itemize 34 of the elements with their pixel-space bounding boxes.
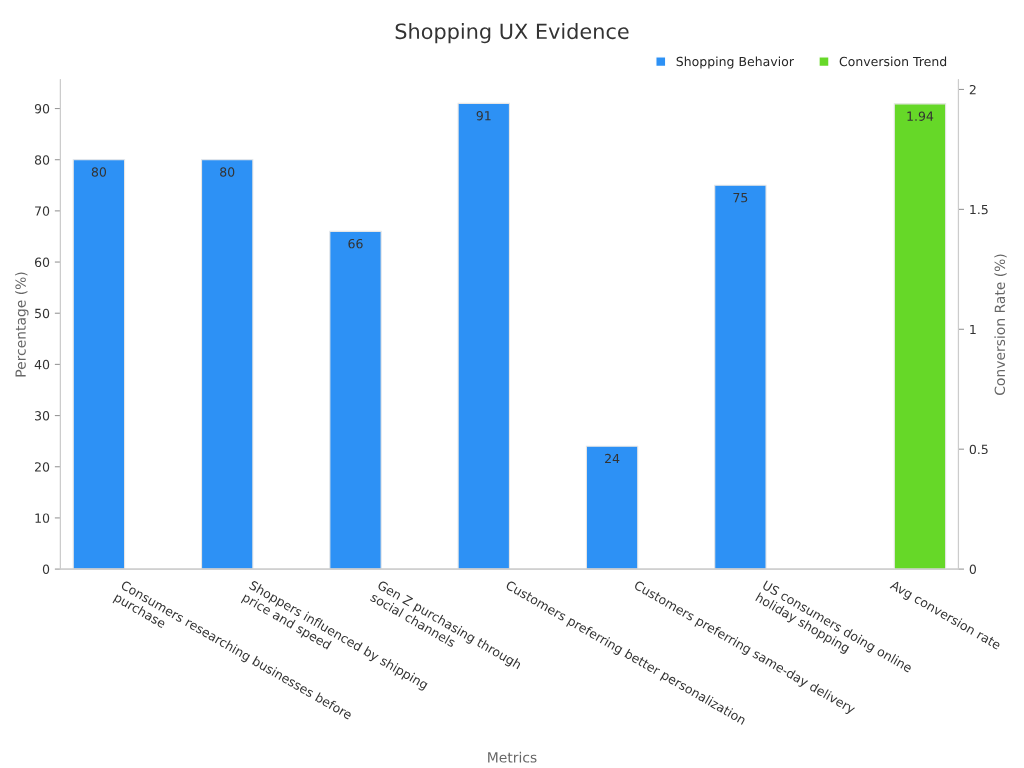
bar (72, 159, 126, 570)
data-label: 75 (733, 193, 748, 203)
y2-tick-label: 0.5 (969, 444, 988, 455)
y2-tick-label: 0 (969, 564, 976, 575)
y2-tick-label: 1.5 (970, 205, 988, 215)
y-tick-label: 20 (35, 462, 50, 472)
y-tick-label: 30 (35, 411, 50, 421)
bar (457, 102, 510, 570)
bar (329, 230, 382, 570)
data-label: 1.94 (907, 111, 934, 121)
y2-tick-label: 1 (970, 324, 976, 335)
y-axis-title: Percentage (%) (15, 272, 29, 377)
data-label: 80 (91, 167, 107, 177)
y-tick-label: 70 (35, 206, 50, 216)
bar (200, 159, 254, 570)
chart-title: Shopping UX Evidence (395, 23, 629, 44)
y-tick-label: 0 (42, 564, 50, 575)
legend-label: Conversion Trend (839, 56, 947, 67)
legend-label: Shopping Behavior (676, 56, 794, 69)
x-axis-title: Metrics (488, 751, 537, 763)
y-tick-label: 60 (34, 257, 50, 267)
y-tick-label: 40 (34, 359, 50, 370)
bar (585, 445, 639, 570)
y-tick-label: 50 (35, 308, 50, 319)
y2-tick-label: 2 (969, 84, 976, 95)
y-tick-label: 90 (34, 104, 50, 114)
data-label: 66 (348, 238, 363, 249)
y-tick-label: 10 (35, 513, 50, 523)
y2-axis-title: Conversion Rate (%) (994, 254, 1007, 395)
y-tick-label: 80 (34, 155, 50, 165)
data-label: 80 (220, 167, 235, 177)
bar (714, 184, 767, 570)
data-label: 24 (605, 453, 620, 464)
data-label: 91 (476, 110, 491, 121)
